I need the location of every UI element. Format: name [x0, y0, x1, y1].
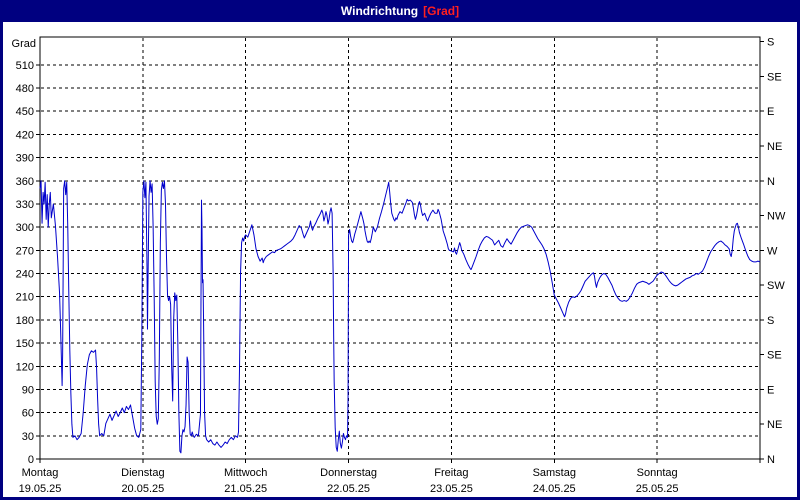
x-day-label: Dienstag	[121, 467, 164, 479]
x-day-label: Montag	[22, 467, 59, 479]
y-axis-left-labels: Grad510480450420390360330300270240210180…	[12, 38, 36, 466]
x-day-label: Donnerstag	[320, 467, 377, 479]
y-left-label: 360	[16, 176, 34, 188]
plot-box	[39, 36, 761, 460]
y-right-label: N	[767, 454, 775, 466]
y-right-label: S	[767, 315, 774, 327]
y-left-label: 390	[16, 153, 34, 165]
y-right-label: S	[767, 37, 774, 49]
y-left-label: 90	[22, 384, 34, 396]
y-right-label: W	[767, 245, 778, 257]
x-date-label: 22.05.25	[327, 483, 370, 495]
y-left-label: 60	[22, 408, 34, 420]
y-right-label: NW	[767, 211, 786, 223]
x-date-label: 21.05.25	[224, 483, 267, 495]
chart-area-background	[3, 22, 797, 497]
page-title-unit: [Grad]	[423, 4, 460, 18]
y-right-label: SE	[767, 350, 782, 362]
x-date-label: 20.05.25	[121, 483, 164, 495]
y-right-label: NE	[767, 141, 782, 153]
y-axis-unit-label: Grad	[12, 38, 36, 50]
series-windrichtung	[39, 180, 761, 454]
x-date-label: 19.05.25	[19, 483, 62, 495]
y-left-label: 330	[16, 199, 34, 211]
x-date-label: 23.05.25	[430, 483, 473, 495]
y-left-label: 30	[22, 431, 34, 443]
y-left-label: 120	[16, 361, 34, 373]
y-left-label: 480	[16, 83, 34, 95]
x-date-label: 24.05.25	[533, 483, 576, 495]
y-left-label: 180	[16, 315, 34, 327]
x-day-label: Mittwoch	[224, 467, 267, 479]
y-axis-right-labels: S SE E NE N NW W SW S SE E NE N	[767, 37, 786, 466]
y-left-label: 150	[16, 338, 34, 350]
y-right-label: SW	[767, 280, 785, 292]
y-right-label: N	[767, 176, 775, 188]
y-right-label: SE	[767, 71, 782, 83]
plot-border	[39, 36, 761, 460]
axis-ticks	[36, 41, 764, 463]
y-left-label: 450	[16, 106, 34, 118]
y-left-label: 420	[16, 129, 34, 141]
window-titlebar: Windrichtung [Grad]	[0, 0, 800, 22]
y-left-label: 270	[16, 245, 34, 257]
y-left-label: 300	[16, 222, 34, 234]
y-right-label: NE	[767, 419, 782, 431]
x-day-label: Samstag	[533, 467, 576, 479]
page-title: Windrichtung	[340, 4, 419, 18]
x-day-label: Sonntag	[637, 467, 678, 479]
x-day-label: Freitag	[434, 467, 468, 479]
y-left-label: 0	[28, 454, 34, 466]
y-right-label: E	[767, 106, 774, 118]
x-axis-labels: Montag 19.05.25 Dienstag 20.05.25 Mittwoch 21…	[19, 467, 679, 495]
x-date-label: 25.05.25	[636, 483, 679, 495]
y-right-label: E	[767, 384, 774, 396]
y-left-label: 510	[16, 60, 34, 72]
wind-direction-line	[39, 180, 761, 454]
y-left-label: 210	[16, 292, 34, 304]
y-left-label: 240	[16, 269, 34, 281]
